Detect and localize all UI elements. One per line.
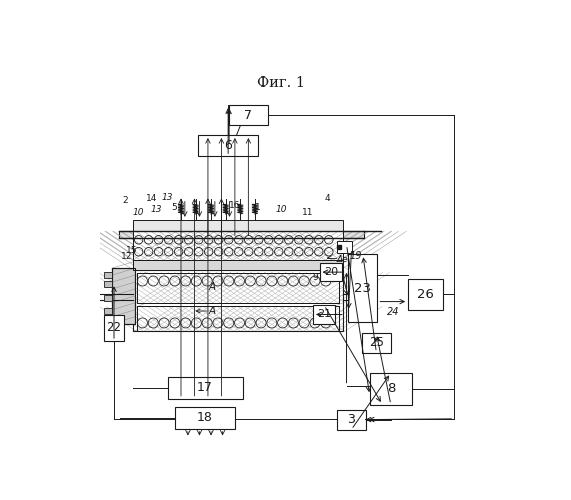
Bar xyxy=(133,260,343,270)
Text: 13: 13 xyxy=(150,205,162,214)
Text: 3: 3 xyxy=(347,413,355,426)
Text: 6: 6 xyxy=(224,139,232,152)
Bar xyxy=(133,220,343,232)
Text: 7: 7 xyxy=(244,109,252,122)
Text: 20: 20 xyxy=(324,267,338,277)
Text: 23: 23 xyxy=(355,282,371,294)
Bar xyxy=(362,334,391,352)
Text: 19: 19 xyxy=(350,252,363,262)
Bar xyxy=(104,272,112,278)
Text: 12: 12 xyxy=(120,252,132,261)
Text: Фиг. 1: Фиг. 1 xyxy=(257,76,305,90)
Bar xyxy=(229,106,268,126)
Bar xyxy=(129,70,343,370)
Bar xyxy=(348,254,377,322)
Text: 9: 9 xyxy=(312,273,318,282)
Text: 8: 8 xyxy=(387,382,395,396)
Bar xyxy=(136,272,339,302)
Bar xyxy=(119,232,364,238)
Bar xyxy=(337,410,366,430)
Text: 5: 5 xyxy=(171,202,177,211)
Bar xyxy=(136,306,339,332)
Bar xyxy=(133,232,343,260)
Bar xyxy=(320,263,342,281)
Bar xyxy=(369,373,412,404)
Bar xyxy=(133,270,343,332)
Bar xyxy=(104,308,112,314)
Bar xyxy=(198,135,258,156)
Bar xyxy=(112,268,135,324)
Bar xyxy=(104,315,124,341)
Bar xyxy=(136,306,339,332)
Text: A: A xyxy=(208,282,215,292)
Bar xyxy=(133,232,343,270)
Text: 2: 2 xyxy=(122,196,128,205)
Text: 16: 16 xyxy=(229,201,240,210)
Text: 21: 21 xyxy=(317,310,331,320)
Bar xyxy=(112,268,135,324)
Bar xyxy=(104,282,112,287)
Text: 18: 18 xyxy=(197,412,213,424)
Text: 15: 15 xyxy=(126,246,138,256)
Text: 25: 25 xyxy=(369,336,384,349)
Text: 22: 22 xyxy=(107,322,122,334)
Bar xyxy=(175,407,235,429)
Text: 14: 14 xyxy=(146,194,158,203)
Text: 17: 17 xyxy=(197,382,213,394)
Text: 4: 4 xyxy=(324,194,330,203)
Bar xyxy=(167,377,243,399)
Bar xyxy=(133,232,343,260)
Bar xyxy=(313,305,335,324)
Bar xyxy=(133,232,343,270)
Text: 13: 13 xyxy=(162,193,173,202)
Text: A: A xyxy=(208,306,215,316)
Text: Δe: Δe xyxy=(337,255,348,264)
Text: 26: 26 xyxy=(417,288,434,301)
Text: 1: 1 xyxy=(255,202,261,211)
Text: 11: 11 xyxy=(302,208,314,216)
Bar xyxy=(408,278,443,310)
Bar xyxy=(136,272,339,302)
Bar xyxy=(337,241,352,252)
Text: 24: 24 xyxy=(387,306,399,316)
Bar xyxy=(104,295,112,300)
Text: 10: 10 xyxy=(133,208,144,216)
Text: 10: 10 xyxy=(275,205,287,214)
